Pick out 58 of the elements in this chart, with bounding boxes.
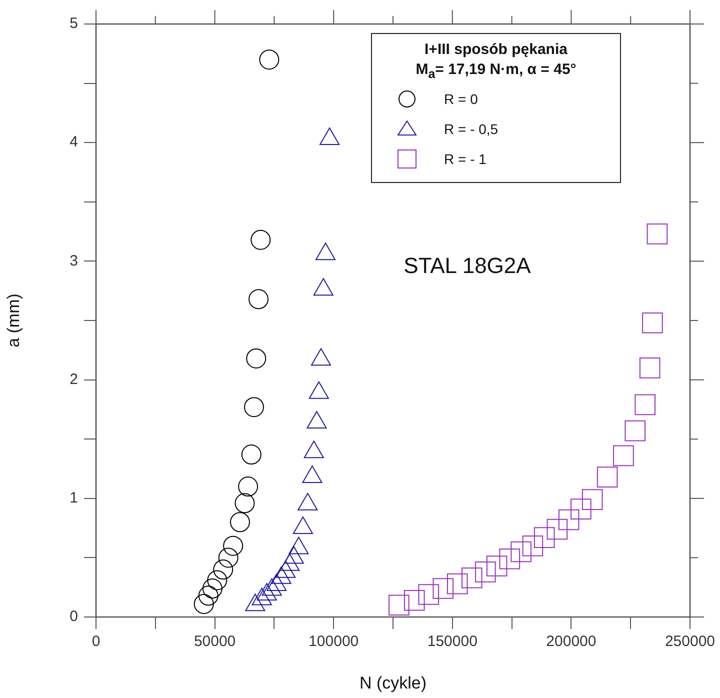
y-tick-label: 2 xyxy=(70,370,78,388)
y-tick-label: 1 xyxy=(70,490,78,507)
point xyxy=(432,578,454,599)
point xyxy=(624,420,646,442)
x-tick-label: 250000 xyxy=(664,633,716,650)
point xyxy=(499,548,520,570)
point xyxy=(613,445,634,466)
point xyxy=(248,289,269,310)
x-axis-title: N (cykle) xyxy=(359,673,427,692)
point xyxy=(642,312,663,334)
point xyxy=(639,358,660,378)
x-tick-label: 150000 xyxy=(427,633,478,650)
point xyxy=(646,224,668,244)
point xyxy=(522,535,544,556)
y-tick-label: 4 xyxy=(70,134,78,151)
y-tick-label: 0 xyxy=(70,608,78,626)
point xyxy=(238,476,258,497)
legend-title: I+III sposób pękania M$_{a}$= 17,19 N·m, α = 45° xyxy=(414,40,578,83)
point xyxy=(207,570,228,590)
point xyxy=(418,584,440,605)
point xyxy=(259,50,280,70)
point xyxy=(446,573,468,594)
point xyxy=(218,548,238,568)
point xyxy=(570,498,592,520)
point xyxy=(546,518,568,540)
legend-label: R = - 0,5 xyxy=(444,121,498,137)
legend-label: R = - 1 xyxy=(444,151,486,167)
x-tick-label: 50000 xyxy=(194,633,236,650)
point xyxy=(244,397,264,418)
point xyxy=(582,489,603,510)
legend-label: R = 0 xyxy=(444,91,478,107)
point xyxy=(388,594,410,616)
point xyxy=(223,536,244,556)
point xyxy=(230,512,250,532)
point xyxy=(596,466,618,488)
y-tick-label: 5 xyxy=(70,15,78,32)
point xyxy=(194,594,214,614)
point xyxy=(246,348,266,368)
point xyxy=(461,567,482,588)
point xyxy=(486,556,508,576)
point xyxy=(234,493,255,514)
point xyxy=(404,590,425,611)
x-tick-label: 0 xyxy=(92,633,100,650)
point xyxy=(198,586,218,606)
point xyxy=(250,230,271,250)
x-tick-label: 100000 xyxy=(308,633,359,650)
point xyxy=(534,527,555,548)
point xyxy=(558,509,580,530)
point xyxy=(475,562,496,582)
annotation: STAL 18G2A xyxy=(404,253,532,278)
point xyxy=(510,541,532,562)
point xyxy=(241,444,262,465)
x-tick-label: 200000 xyxy=(546,633,596,650)
y-axis-title: a (mm) xyxy=(4,294,23,348)
point xyxy=(634,394,656,416)
point xyxy=(213,560,234,580)
y-tick-label: 3 xyxy=(70,252,78,270)
point xyxy=(202,578,222,599)
